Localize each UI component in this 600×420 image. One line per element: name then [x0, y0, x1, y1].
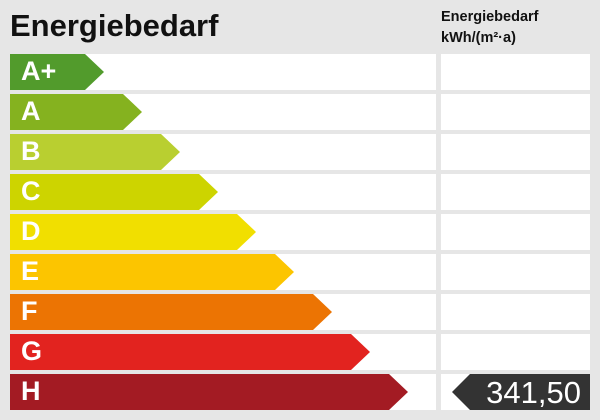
value-cell-H: 341,50	[441, 374, 590, 410]
value-cell-A	[441, 94, 590, 130]
class-label: B	[21, 136, 41, 166]
value-cell-C	[441, 174, 590, 210]
class-bar-C: C	[10, 174, 218, 210]
class-bar-A+: A+	[10, 54, 104, 90]
class-label: E	[21, 256, 40, 286]
unit-label-line-1: Energiebedarf	[441, 9, 539, 25]
class-label: D	[21, 216, 41, 246]
scale-row-B: B	[10, 134, 436, 170]
value-marker: 341,50	[452, 374, 590, 410]
class-label: H	[21, 376, 41, 406]
scale-row-F: F	[10, 294, 436, 330]
class-bar-B: B	[10, 134, 180, 170]
class-bar-E: E	[10, 254, 294, 290]
scale-row-G: G	[10, 334, 436, 370]
class-bar-G: G	[10, 334, 370, 370]
unit-label-line-2: kWh/(m²·a)	[441, 30, 516, 46]
class-bar-H: H	[10, 374, 408, 410]
class-label: A	[21, 96, 41, 126]
value-cell-A+	[441, 54, 590, 90]
value-cell-E	[441, 254, 590, 290]
value-cell-G	[441, 334, 590, 370]
scale-row-E: E	[10, 254, 436, 290]
scale-row-A+: A+	[10, 54, 436, 90]
class-label: G	[21, 336, 43, 366]
class-bar-A: A	[10, 94, 142, 130]
scale-row-A: A	[10, 94, 436, 130]
class-bar-F: F	[10, 294, 332, 330]
class-label: A+	[21, 56, 57, 86]
value-cell-B	[441, 134, 590, 170]
value-cell-F	[441, 294, 590, 330]
scale-row-C: C	[10, 174, 436, 210]
scale-row-D: D	[10, 214, 436, 250]
class-label: F	[21, 296, 38, 326]
unit-label: Energiebedarf kWh/(m²·a)	[441, 7, 539, 49]
scale-row-H: H	[10, 374, 436, 410]
class-label: C	[21, 176, 41, 206]
chart-title: Energiebedarf	[10, 8, 219, 43]
value-label: 341,50	[486, 375, 581, 410]
class-bar-D: D	[10, 214, 256, 250]
value-cell-D	[441, 214, 590, 250]
